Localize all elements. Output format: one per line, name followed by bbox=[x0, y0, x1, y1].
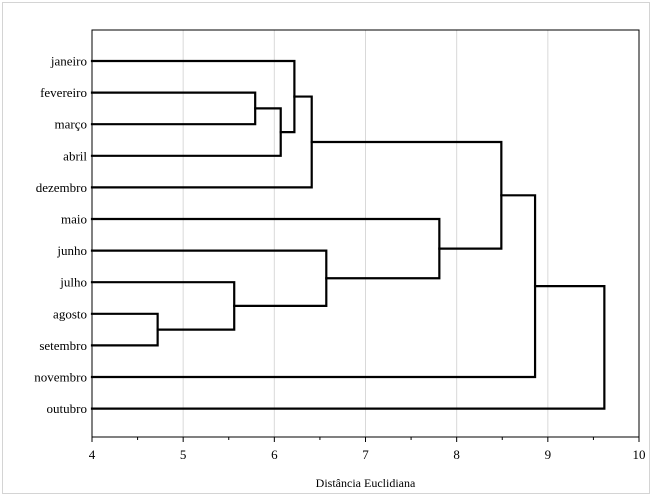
dendrogram-links bbox=[90, 59, 606, 410]
x-tick-label: 9 bbox=[545, 447, 552, 462]
dendrogram-link bbox=[90, 217, 441, 280]
leaf-label: dezembro bbox=[36, 180, 87, 195]
leaf-label: setembro bbox=[39, 338, 87, 353]
leaf-label: fevereiro bbox=[40, 85, 87, 100]
dendrogram-link bbox=[90, 194, 537, 379]
grid-lines bbox=[182, 30, 549, 437]
x-axis-ticks: 4 5 6 7 8 9 10 bbox=[89, 437, 646, 462]
leaf-label: janeiro bbox=[50, 54, 87, 69]
dendrogram-link bbox=[310, 140, 503, 250]
x-axis-label: Distância Euclidiana bbox=[316, 476, 416, 490]
dendrogram-link bbox=[90, 91, 257, 126]
dendrogram-link bbox=[90, 312, 159, 347]
dendrogram-link bbox=[90, 107, 282, 157]
leaf-label: junho bbox=[56, 243, 87, 258]
leaf-label: outubro bbox=[47, 401, 87, 416]
leaf-label: maio bbox=[61, 212, 87, 227]
leaf-label: março bbox=[55, 117, 87, 132]
leaf-label: agosto bbox=[53, 306, 87, 321]
x-tick-label: 7 bbox=[362, 447, 369, 462]
leaf-label: julho bbox=[59, 275, 87, 290]
dendrogram-link bbox=[90, 285, 606, 410]
leaf-label: abril bbox=[63, 148, 87, 163]
x-tick-label: 8 bbox=[453, 447, 460, 462]
x-tick-label: 5 bbox=[180, 447, 187, 462]
dendrogram-link bbox=[90, 95, 313, 189]
leaf-label: novembro bbox=[34, 370, 87, 385]
dendrogram-link bbox=[90, 249, 328, 307]
leaf-labels: janeiro fevereiro março abril dezembro maio ju… bbox=[34, 54, 87, 417]
dendrogram-link bbox=[90, 281, 236, 331]
dendrogram-link bbox=[90, 59, 296, 134]
x-tick-label: 4 bbox=[89, 447, 96, 462]
x-tick-label: 6 bbox=[271, 447, 278, 462]
dendrogram-chart: 4 5 6 7 8 9 10 janeiro fevereiro março abril dezem… bbox=[34, 29, 646, 490]
x-tick-label: 10 bbox=[633, 447, 646, 462]
